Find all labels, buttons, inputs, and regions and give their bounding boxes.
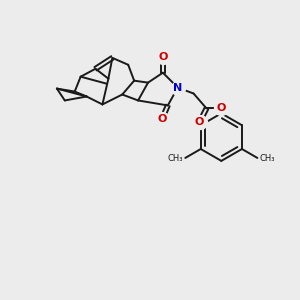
Text: O: O xyxy=(157,114,167,124)
Text: O: O xyxy=(158,52,168,62)
Text: CH₃: CH₃ xyxy=(168,154,183,164)
Text: CH₃: CH₃ xyxy=(260,154,275,164)
Text: O: O xyxy=(217,103,226,113)
Text: O: O xyxy=(195,117,204,127)
Text: N: N xyxy=(173,82,182,93)
